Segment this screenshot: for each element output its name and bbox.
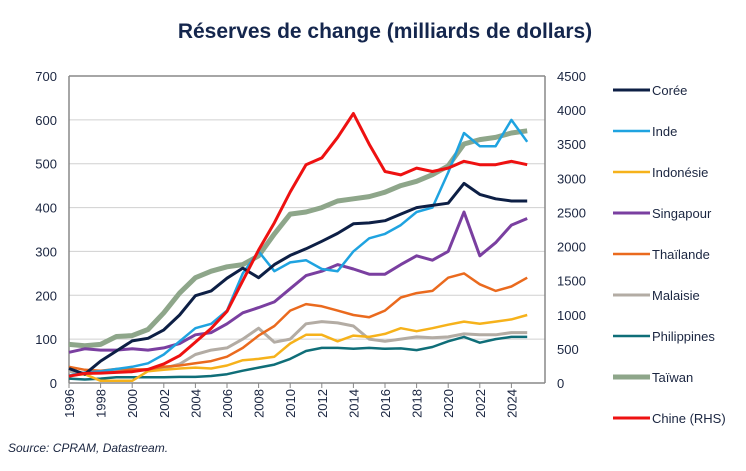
x-tick-label: 2000 [125,389,140,418]
x-tick-label: 2010 [283,389,298,418]
x-tick-label: 2006 [220,389,235,418]
y-right-tick-label: 1500 [557,274,586,289]
legend-label: Philippines [652,329,715,344]
y-left-tick-label: 300 [35,244,57,259]
x-tick-label: 2008 [252,389,267,418]
series-line-ta-wan [68,128,528,349]
legend-label: Taïwan [652,370,693,385]
legend-label: Corée [652,83,687,98]
x-tick-label: 2022 [473,389,488,418]
y-right-tick-label: 3000 [557,171,586,186]
series-line-philippines [68,335,528,381]
series-line-cor-e [68,181,528,376]
chart-title: Réserves de change (milliards de dollars… [177,20,593,43]
legend-label: Thaïlande [652,247,710,262]
y-right-tick-label: 500 [557,342,579,357]
legend-label: Malaisie [652,288,700,303]
x-tick-label: 2004 [188,389,203,418]
y-left-tick-label: 100 [35,332,57,347]
x-tick-label: 2012 [315,389,330,418]
y-right-tick-label: 1000 [557,308,586,323]
x-tick-label: 2002 [157,389,172,418]
y-left-tick-label: 500 [35,157,57,172]
y-left-tick-label: 600 [35,113,57,128]
x-tick-label: 1996 [62,389,77,418]
legend-label: Singapour [652,206,712,221]
y-right-tick-label: 4000 [557,103,586,118]
legend-label: Indonésie [652,165,708,180]
y-right-tick-label: 4500 [557,69,586,84]
x-tick-label: 2024 [504,389,519,418]
series-line-indon-sie [68,313,528,383]
y-right-tick-label: 3500 [557,137,586,152]
legend-label: Inde [652,124,677,139]
y-left-tick-label: 0 [50,376,57,391]
y-left-tick-label: 400 [35,201,57,216]
x-tick-label: 1998 [94,389,109,418]
y-right-tick-label: 2000 [557,240,586,255]
series-line-chine-rhs- [68,112,528,378]
source-note: Source: CPRAM, Datastream. [8,441,169,455]
y-left-tick-label: 700 [35,69,57,84]
x-tick-label: 2014 [346,389,361,418]
x-tick-label: 2016 [378,389,393,418]
y-right-tick-label: 2500 [557,205,586,220]
x-tick-label: 2020 [441,389,456,418]
x-tick-label: 2018 [410,389,425,418]
y-left-tick-label: 200 [35,288,57,303]
legend-label: Chine (RHS) [652,411,726,426]
series-line-singapour [68,210,528,354]
y-right-tick-label: 0 [557,376,564,391]
